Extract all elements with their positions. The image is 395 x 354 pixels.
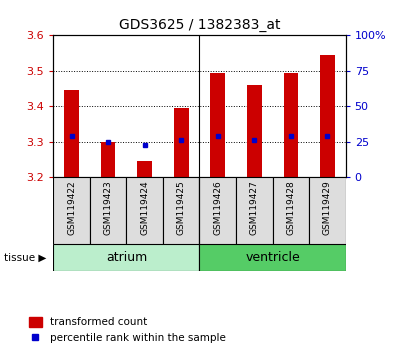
Text: GSM119424: GSM119424 [140,181,149,235]
Text: ventricle: ventricle [245,251,300,264]
Text: GSM119428: GSM119428 [286,181,295,235]
Bar [101,142,115,177]
Bar [64,90,79,177]
Text: atrium: atrium [106,251,147,264]
Bar [211,73,225,177]
Bar [126,177,163,244]
Text: GSM119427: GSM119427 [250,181,259,235]
Text: GSM119423: GSM119423 [103,181,113,235]
Text: GSM119426: GSM119426 [213,181,222,235]
Bar [53,244,199,271]
Bar [247,85,261,177]
Bar [199,177,236,244]
Bar [284,73,298,177]
Text: GSM119422: GSM119422 [67,181,76,235]
Bar [174,108,188,177]
Bar [273,177,309,244]
Bar [163,177,199,244]
Bar [320,55,335,177]
Text: GSM119429: GSM119429 [323,181,332,235]
Title: GDS3625 / 1382383_at: GDS3625 / 1382383_at [119,18,280,32]
Legend: transformed count, percentile rank within the sample: transformed count, percentile rank withi… [25,313,230,347]
Bar [90,177,126,244]
Bar [137,161,152,177]
Bar [53,177,90,244]
Text: tissue ▶: tissue ▶ [4,252,46,263]
Bar [236,177,273,244]
Bar [199,244,346,271]
Bar [309,177,346,244]
Text: GSM119425: GSM119425 [177,181,186,235]
